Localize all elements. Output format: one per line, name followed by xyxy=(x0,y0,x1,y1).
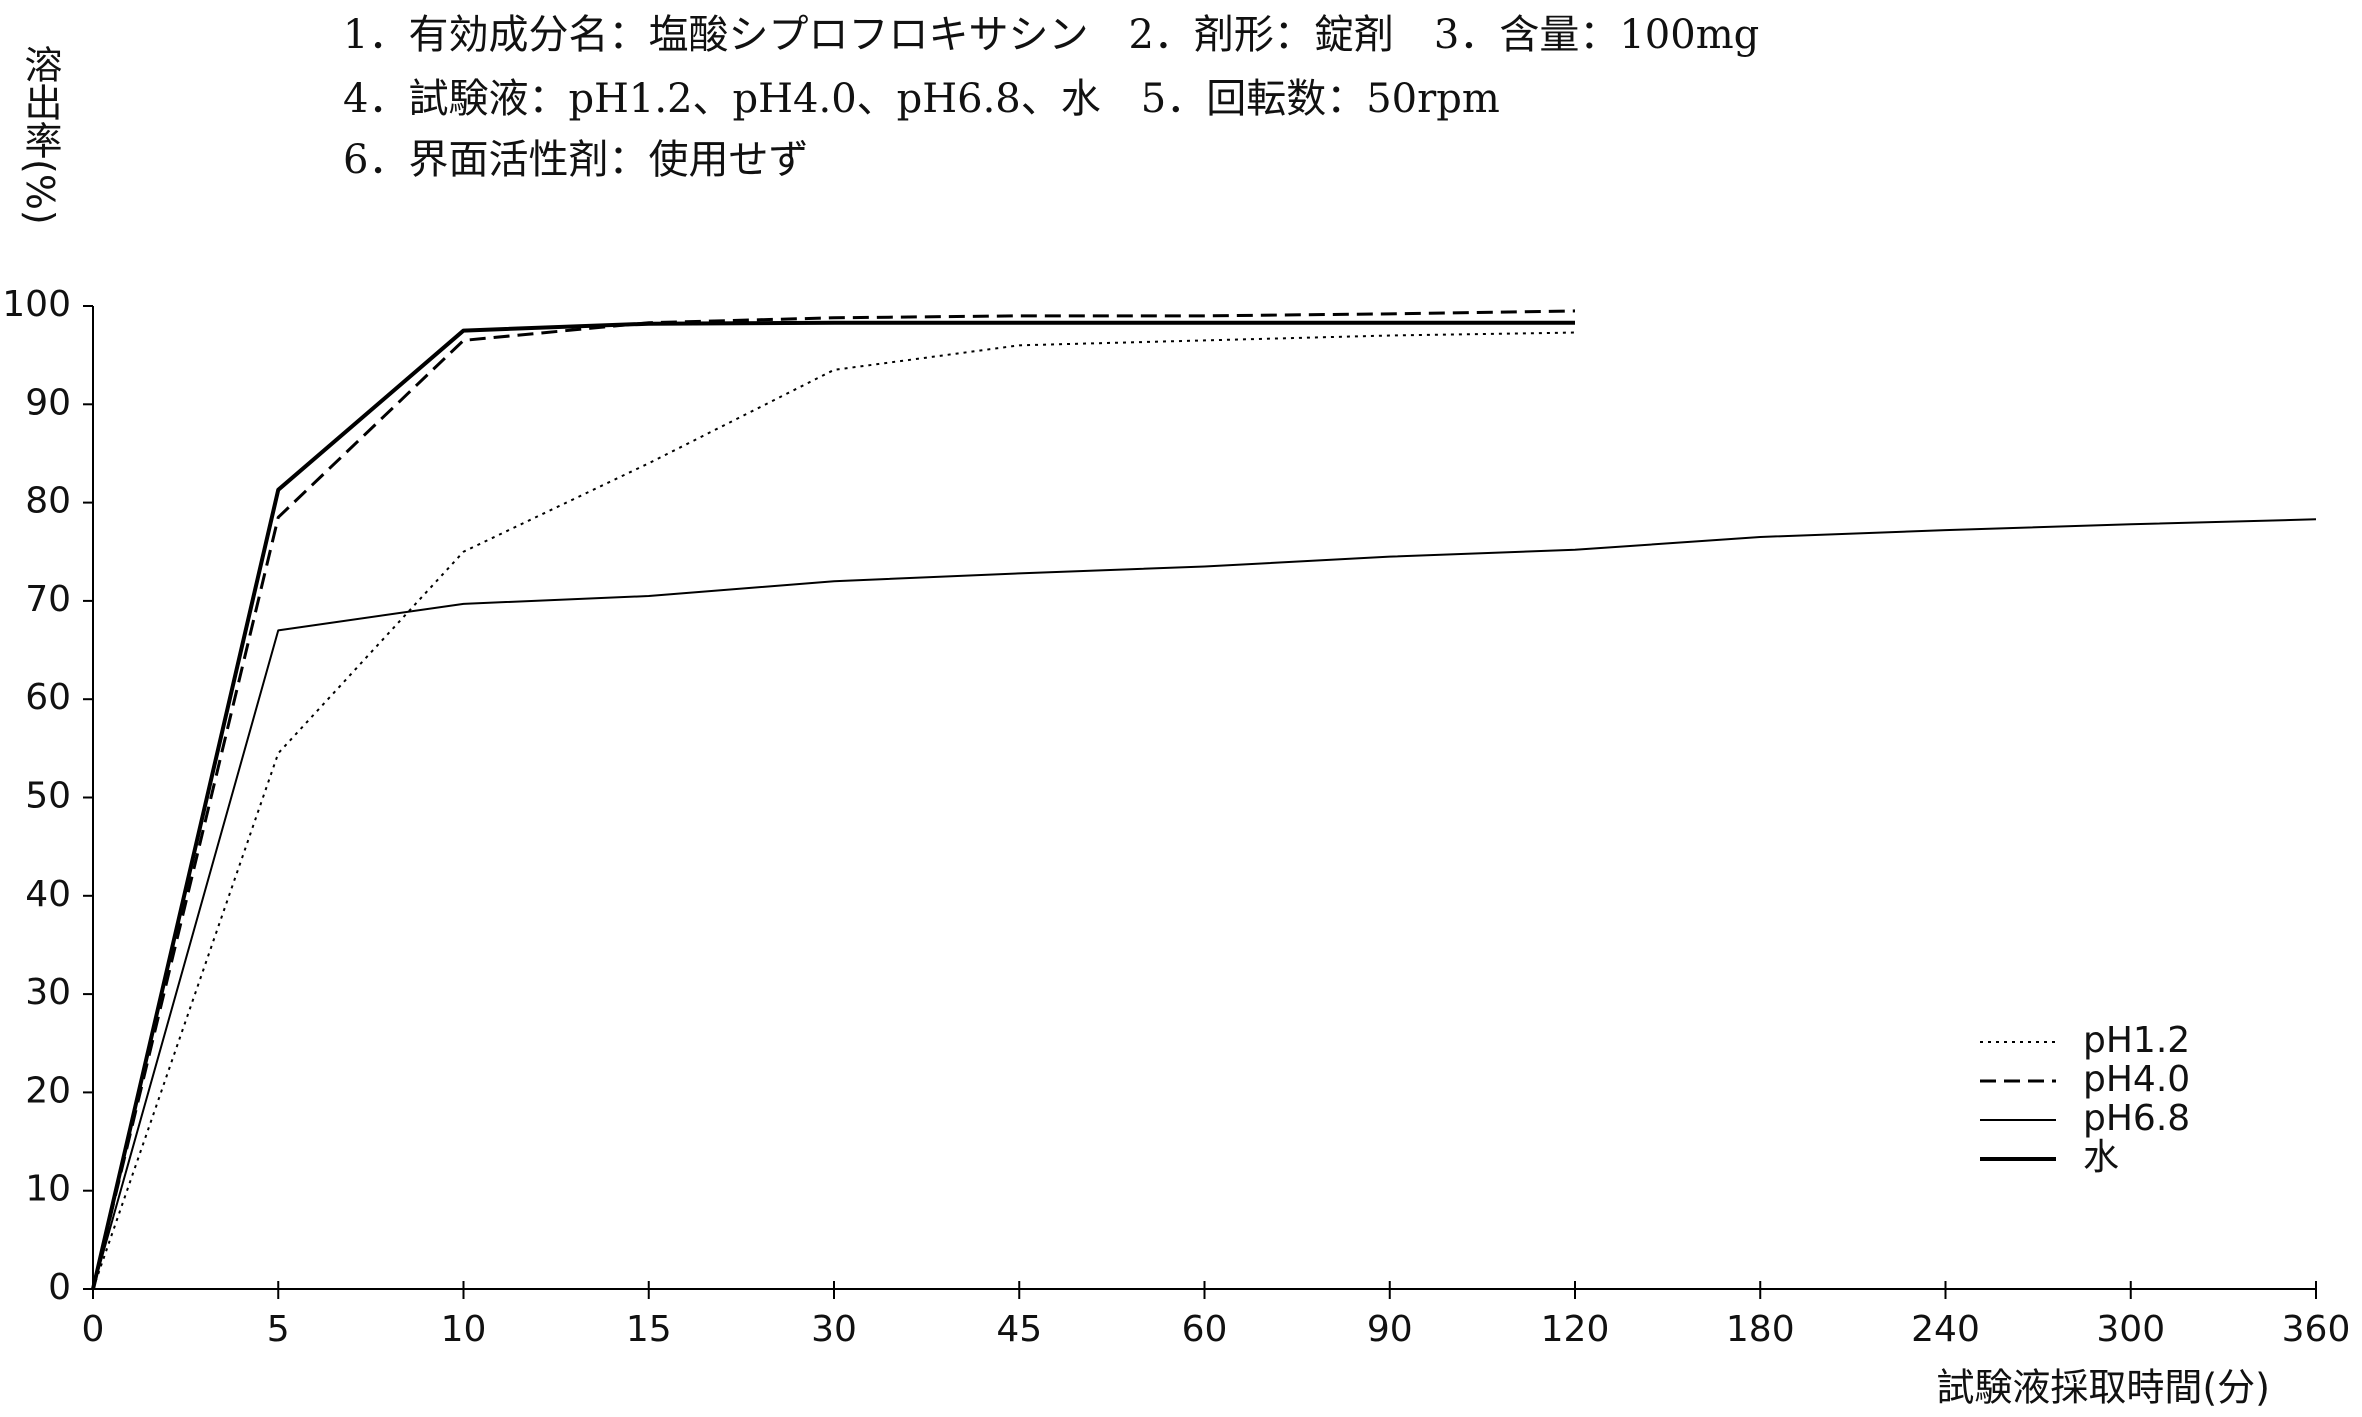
y-tick-label: 90 xyxy=(25,382,71,423)
x-tick-label: 15 xyxy=(626,1309,672,1350)
x-tick-label: 240 xyxy=(1911,1309,1980,1350)
x-axis-label: 試験液採取時間(分) xyxy=(1936,1366,2270,1410)
x-tick-label: 30 xyxy=(811,1309,857,1350)
x-tick-label: 45 xyxy=(996,1309,1042,1350)
y-tick-label: 10 xyxy=(25,1169,71,1210)
legend-label: pH6.8 xyxy=(2083,1098,2190,1139)
x-tick-label: 360 xyxy=(2282,1309,2351,1350)
annotation: 6．界面活性剤：使用せず xyxy=(343,137,808,183)
y-tick-label: 50 xyxy=(25,776,71,817)
y-tick-label: 60 xyxy=(25,677,71,718)
legend-label: pH4.0 xyxy=(2083,1059,2190,1100)
legend-label: 水 xyxy=(2083,1137,2119,1178)
y-tick-label: 80 xyxy=(25,481,71,522)
x-tick-label: 180 xyxy=(1726,1309,1795,1350)
x-tick-label: 90 xyxy=(1367,1309,1413,1350)
line-series xyxy=(92,518,2317,1290)
annotation: 1．有効成分名：塩酸シプロフロキサシン 2．剤形：錠剤 3．含量：100mg xyxy=(343,12,1759,58)
line-series xyxy=(91,320,1575,1290)
legend-label: pH1.2 xyxy=(2083,1020,2190,1061)
y-tick-label: 30 xyxy=(25,972,71,1013)
y-tick-label: 40 xyxy=(25,874,71,915)
y-axis-label: 溶出率(%) xyxy=(18,45,62,225)
line-series xyxy=(92,331,1576,1290)
x-tick-label: 120 xyxy=(1541,1309,1610,1350)
y-tick-label: 0 xyxy=(48,1267,71,1308)
y-tick-label: 100 xyxy=(2,284,71,325)
y-tick-label: 70 xyxy=(25,579,71,620)
y-tick-label: 20 xyxy=(25,1070,71,1111)
x-tick-label: 5 xyxy=(267,1309,290,1350)
x-tick-label: 60 xyxy=(1182,1309,1228,1350)
x-tick-label: 300 xyxy=(2096,1309,2165,1350)
x-tick-label: 10 xyxy=(441,1309,487,1350)
annotation: 4．試験液：pH1.2、pH4.0、pH6.8、水 5．回転数：50rpm xyxy=(343,76,1500,122)
x-tick-label: 0 xyxy=(82,1309,105,1350)
line-series xyxy=(91,309,1576,1290)
